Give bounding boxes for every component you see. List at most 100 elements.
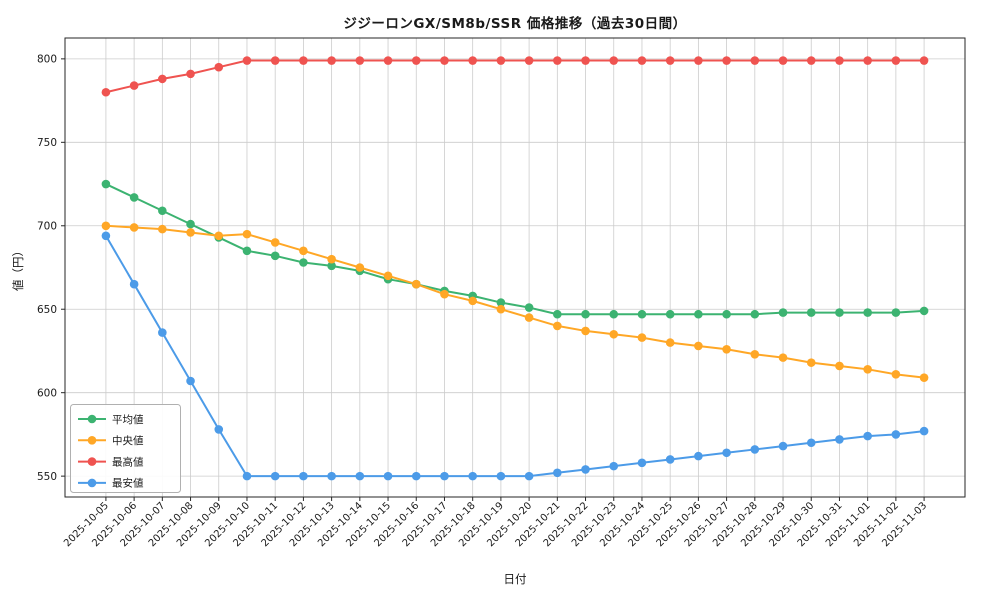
data-point-min xyxy=(665,455,675,464)
data-point-median xyxy=(214,231,224,241)
data-point-median xyxy=(694,341,703,351)
data-point-max xyxy=(750,56,760,65)
data-point-average xyxy=(129,193,139,202)
gridlines xyxy=(65,38,965,497)
data-point-max xyxy=(806,56,816,65)
data-point-median xyxy=(327,254,336,264)
data-point-min xyxy=(553,468,562,478)
data-point-min xyxy=(186,376,195,386)
series-average xyxy=(101,179,929,319)
data-point-median xyxy=(129,223,139,232)
data-point-min xyxy=(524,471,534,481)
data-point-max xyxy=(411,56,421,65)
data-point-max xyxy=(553,56,562,65)
data-point-max xyxy=(637,56,647,65)
data-point-average xyxy=(637,309,647,319)
data-point-min xyxy=(214,425,224,434)
data-point-min xyxy=(694,451,703,461)
data-point-average xyxy=(186,219,195,229)
data-point-max xyxy=(468,56,477,65)
data-point-median xyxy=(468,296,477,306)
data-point-median xyxy=(270,238,280,247)
data-point-max xyxy=(722,56,731,65)
series-max xyxy=(101,56,929,97)
data-point-median xyxy=(186,228,195,237)
data-point-max xyxy=(355,56,365,65)
legend-marker-median xyxy=(87,436,97,445)
data-point-min xyxy=(327,471,336,481)
series-min xyxy=(101,231,929,481)
data-point-min xyxy=(101,231,111,241)
data-point-max xyxy=(214,62,224,72)
data-point-max xyxy=(270,56,280,65)
data-point-max xyxy=(496,56,506,65)
data-point-average xyxy=(665,309,675,319)
data-point-median xyxy=(496,304,506,314)
data-point-average xyxy=(581,309,590,319)
y-tick-label: 550 xyxy=(37,471,57,483)
data-point-min xyxy=(609,461,619,471)
data-point-max xyxy=(891,56,901,65)
data-point-min xyxy=(581,465,590,474)
data-point-max xyxy=(383,56,393,65)
legend-marker-average xyxy=(87,414,97,424)
data-point-max xyxy=(158,74,167,84)
data-point-max xyxy=(778,56,788,65)
data-point-average xyxy=(835,308,844,317)
data-point-max xyxy=(581,56,590,65)
data-point-median xyxy=(299,246,308,256)
data-point-median xyxy=(722,344,731,354)
data-point-average xyxy=(299,258,308,267)
data-point-max xyxy=(524,56,534,65)
data-point-max xyxy=(694,56,703,65)
data-point-median xyxy=(383,271,393,281)
data-point-average xyxy=(242,246,252,256)
y-tick-label: 750 xyxy=(37,137,57,149)
data-point-max xyxy=(299,56,308,65)
data-point-min xyxy=(468,471,477,481)
data-point-median xyxy=(609,329,619,339)
data-point-min xyxy=(778,441,788,451)
series-line-min xyxy=(105,235,925,478)
data-point-average xyxy=(496,298,506,307)
data-point-average xyxy=(750,309,760,319)
data-point-max xyxy=(242,56,252,65)
data-point-min xyxy=(355,471,365,481)
series-line-median xyxy=(105,224,925,379)
data-point-average xyxy=(609,309,619,319)
data-point-average xyxy=(722,309,731,319)
data-point-min xyxy=(496,471,506,481)
y-tick-label: 700 xyxy=(37,220,57,232)
y-tick-label: 600 xyxy=(37,387,57,399)
data-point-max xyxy=(863,56,872,65)
data-point-max xyxy=(440,56,449,65)
data-point-min xyxy=(637,458,647,468)
data-point-min xyxy=(299,471,308,481)
data-point-median xyxy=(778,353,788,362)
data-point-median xyxy=(637,333,647,342)
data-point-max xyxy=(835,56,844,65)
data-point-median xyxy=(440,289,449,299)
chart-title: ジジーロンGX/SM8b/SSR 価格推移（過去30日間） xyxy=(343,16,687,32)
x-axis-label: 日付 xyxy=(503,572,527,586)
legend-label-max: 最高値 xyxy=(112,455,144,468)
data-point-average xyxy=(778,308,788,317)
data-point-median xyxy=(835,361,844,371)
legend-box xyxy=(70,404,181,493)
data-point-max xyxy=(327,56,336,65)
data-point-max xyxy=(665,56,675,65)
data-point-min xyxy=(158,328,167,337)
series-line-average xyxy=(105,183,925,316)
data-point-min xyxy=(919,426,929,436)
series-median xyxy=(101,221,929,382)
data-point-median xyxy=(891,370,901,379)
data-point-median xyxy=(411,279,421,289)
data-point-median xyxy=(806,358,816,367)
data-point-median xyxy=(581,326,590,336)
data-point-average xyxy=(524,303,534,312)
data-point-max xyxy=(186,69,195,79)
legend-label-median: 中央値 xyxy=(112,434,144,447)
data-point-average xyxy=(891,308,901,317)
